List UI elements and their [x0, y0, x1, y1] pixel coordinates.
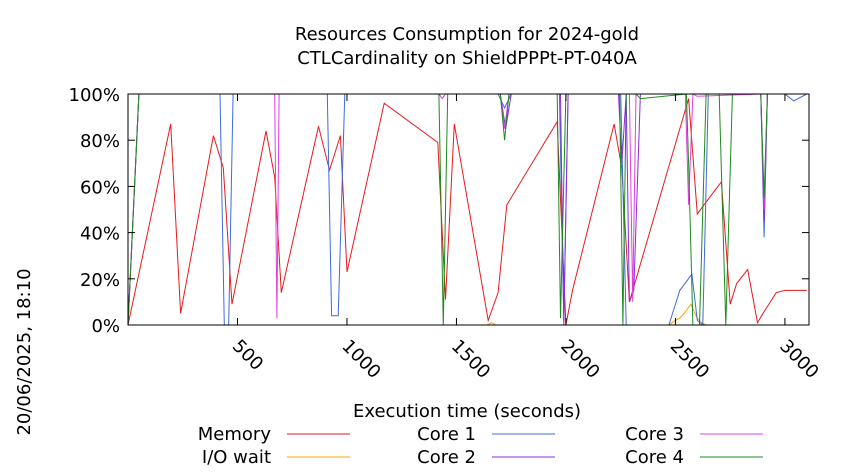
legend-label: Core 1 — [417, 424, 476, 445]
series-line-memory — [127, 98, 807, 326]
x-tick-label: 1000 — [337, 336, 384, 383]
series-line-i-o-wait — [128, 303, 807, 326]
x-tick-label: 2000 — [556, 336, 603, 383]
side-timestamp-label: 20/06/2025, 18:10 — [14, 268, 35, 435]
x-tick-label: 3000 — [775, 336, 822, 383]
x-axis-label: Execution time (seconds) — [353, 401, 581, 422]
legend-label: Core 3 — [625, 424, 684, 445]
legend-label: Core 2 — [417, 447, 476, 468]
chart-subtitle: CTLCardinality on ShieldPPPt-PT-040A — [297, 48, 637, 69]
y-tick-label: 0% — [91, 316, 120, 337]
y-tick-label: 80% — [80, 131, 120, 152]
legend-label: Memory — [198, 424, 272, 445]
y-tick-label: 60% — [80, 177, 120, 198]
x-tick-label: 2500 — [666, 336, 713, 383]
chart-title: Resources Consumption for 2024-gold — [295, 24, 639, 45]
y-axis: 0% 20% 40% 60% 80% 100% — [69, 85, 809, 337]
y-tick-label: 40% — [80, 224, 120, 245]
y-tick-label: 100% — [69, 85, 120, 106]
x-tick-label: 500 — [228, 336, 267, 375]
legend-label: Core 4 — [625, 447, 684, 468]
plot-frame — [127, 93, 810, 326]
y-tick-label: 20% — [80, 270, 120, 291]
legend-label: I/O wait — [202, 447, 271, 468]
plot-series — [127, 93, 808, 327]
x-axis: 500 1000 1500 2000 2500 3000 — [228, 94, 823, 383]
x-tick-label: 1500 — [447, 336, 494, 383]
